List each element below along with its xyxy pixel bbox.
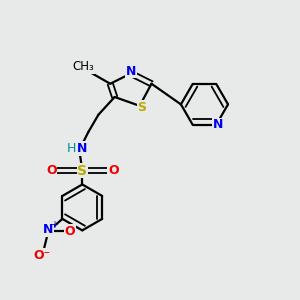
Text: S: S	[77, 164, 87, 178]
Text: S: S	[138, 101, 147, 114]
Text: O: O	[64, 225, 75, 238]
Text: +: +	[50, 220, 58, 230]
Text: O⁻: O⁻	[34, 249, 51, 262]
Text: N: N	[212, 118, 223, 131]
Text: O: O	[46, 164, 57, 177]
Text: CH₃: CH₃	[72, 60, 94, 73]
Text: N: N	[126, 64, 136, 78]
Text: N: N	[43, 223, 53, 236]
Text: N: N	[77, 142, 88, 155]
Text: O: O	[108, 164, 119, 177]
Text: H: H	[66, 142, 76, 155]
